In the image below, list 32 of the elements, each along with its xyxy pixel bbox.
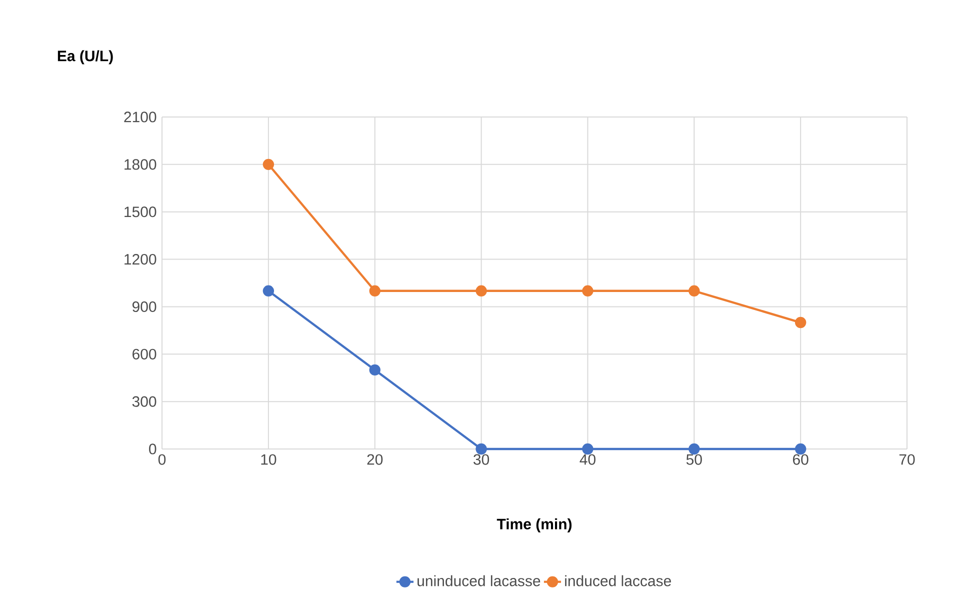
point [582,285,594,296]
y-tick-label: 2100 [124,112,156,122]
y-axis-title: Ea (U/L) [58,50,113,64]
legend-label: induced laccase [565,575,671,586]
point [688,285,700,296]
x-tick-label: 0 [158,454,166,465]
y-tick-label: 600 [132,348,156,360]
point [476,285,487,296]
x-tick-label: 30 [474,454,490,465]
y-tick-label: 1500 [124,206,156,218]
y-tick-label: 0 [149,444,156,454]
x-tick-label: 60 [793,454,808,465]
point [262,285,274,296]
y-tick-label: 900 [132,301,156,312]
x-tick-label: 40 [580,454,596,465]
point [262,158,274,170]
point [794,316,806,328]
x-tick-label: 50 [686,454,702,465]
point [582,443,594,455]
x-tick-label: 20 [367,454,383,465]
x-tick-label: 10 [261,454,276,465]
x-axis-title: Time (min) [496,518,572,532]
point [369,285,380,296]
y-tick-label: 300 [132,396,156,407]
point [794,443,806,455]
x-tick-label: 70 [899,454,915,465]
y-tick-label: 1800 [124,159,156,170]
point [369,364,380,376]
point [476,443,487,455]
y-tick-label: 1200 [124,254,156,265]
legend-label: uninduced lacasse [418,575,540,586]
point [688,443,700,455]
